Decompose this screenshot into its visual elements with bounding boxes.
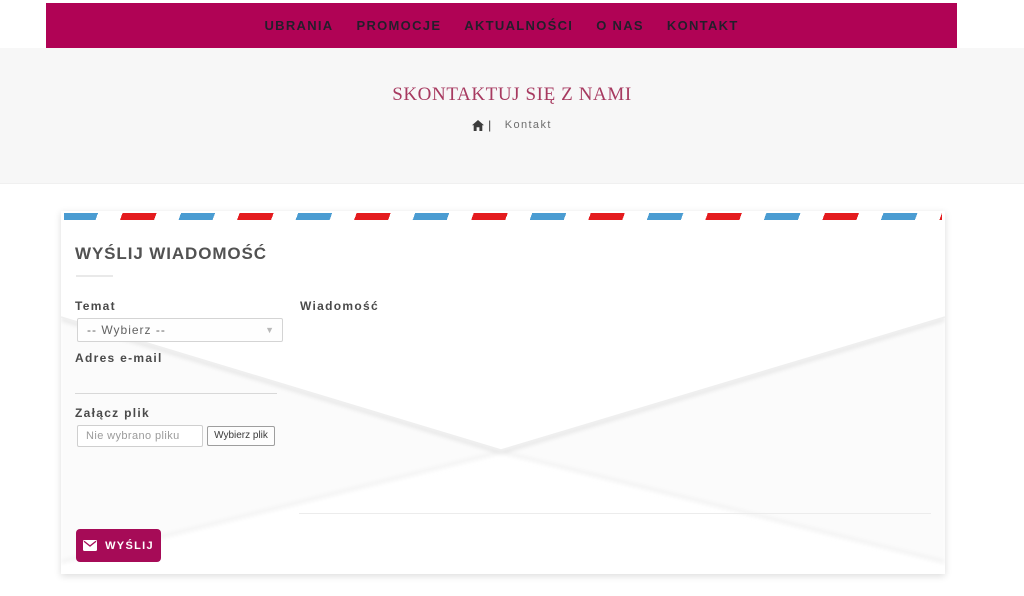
top-navigation: UBRANIA PROMOCJE AKTUALNOŚCI O NAS KONTA… <box>46 3 957 48</box>
heading-divider <box>76 275 113 277</box>
chevron-down-icon: ▼ <box>265 325 275 335</box>
airmail-stripe-border <box>64 213 942 220</box>
page-title: SKONTAKTUJ SIĘ Z NAMI <box>392 84 632 105</box>
temat-select[interactable]: -- Wybierz -- ▼ <box>77 318 283 342</box>
send-button[interactable]: WYŚLIJ <box>76 529 161 562</box>
home-icon[interactable] <box>472 119 485 131</box>
file-status-box[interactable]: Nie wybrano pliku <box>77 425 203 447</box>
form-heading: WYŚLIJ WIADOMOŚĆ <box>75 244 267 263</box>
nav-item-ubrania[interactable]: UBRANIA <box>264 18 334 33</box>
temat-selected-value: -- Wybierz -- <box>87 323 166 337</box>
nav-item-aktualnosci[interactable]: AKTUALNOŚCI <box>464 18 574 33</box>
page-header: SKONTAKTUJ SIĘ Z NAMI | Kontakt <box>0 48 1024 184</box>
breadcrumb-separator: | <box>488 118 493 132</box>
attachment-label: Załącz plik <box>75 406 150 420</box>
nav-item-promocje[interactable]: PROMOCJE <box>356 18 442 33</box>
temat-label: Temat <box>75 299 116 313</box>
contact-card: WYŚLIJ WIADOMOŚĆ Temat -- Wybierz -- ▼ A… <box>61 211 945 574</box>
message-label: Wiadomość <box>300 299 379 313</box>
choose-file-button[interactable]: Wybierz plik <box>207 426 275 446</box>
envelope-icon <box>83 540 98 551</box>
send-button-label: WYŚLIJ <box>105 539 154 552</box>
email-field[interactable] <box>75 373 277 394</box>
nav-item-kontakt[interactable]: KONTAKT <box>666 18 739 33</box>
breadcrumb-current: Kontakt <box>504 119 552 131</box>
nav-item-o-nas[interactable]: O NAS <box>596 18 644 33</box>
email-label: Adres e-mail <box>75 351 163 365</box>
breadcrumb: | Kontakt <box>472 118 552 132</box>
message-field[interactable] <box>299 317 931 514</box>
